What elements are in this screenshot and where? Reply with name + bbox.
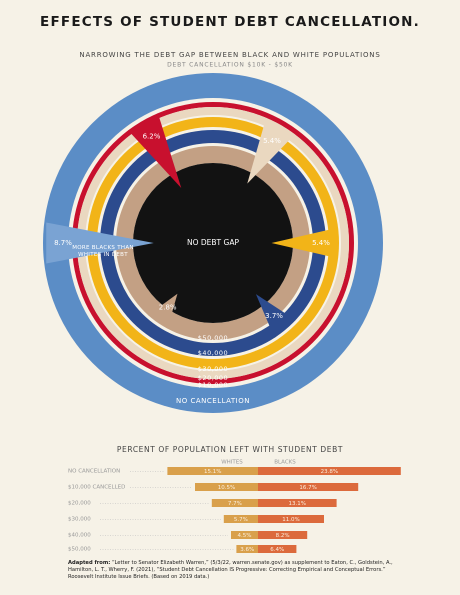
source-lead: Adapted from: <box>68 560 111 566</box>
bar-value-label: 6.4% <box>270 547 284 553</box>
row-label: NO CANCELLATION <box>68 469 120 475</box>
gap-wedge <box>247 117 295 184</box>
ring-label: NO CANCELLATION <box>176 397 250 405</box>
center-disc <box>133 163 293 323</box>
bar-value-label: 10.5% <box>218 485 235 491</box>
bar-value-label: 23.8% <box>321 469 338 475</box>
bar <box>258 545 297 553</box>
gap-wedge <box>128 113 182 189</box>
bar <box>211 499 258 507</box>
row-label: $50,000 <box>68 547 91 553</box>
bar <box>236 545 258 553</box>
source-text: “Letter to Senator Elizabeth Warren,” (5… <box>68 560 393 580</box>
ring-label: $10,000 <box>198 381 228 389</box>
ring-label: $50,000 <box>198 334 228 342</box>
wedge-label: 8.7% <box>54 239 72 247</box>
gap-wedge <box>271 227 339 259</box>
bar <box>258 531 308 539</box>
legend-label: WHITES <box>221 460 243 466</box>
bar <box>167 467 258 475</box>
bar <box>258 515 324 523</box>
ring-label: $20,000 <box>198 374 228 382</box>
wedge-label: 3.7% <box>265 312 283 320</box>
radial-title: NARROWING THE DEBT GAP BETWEEN BLACK AND… <box>79 51 380 59</box>
gap-wedge <box>255 294 296 338</box>
ring-label: $30,000 <box>198 365 228 373</box>
center-label: NO DEBT GAP <box>187 238 239 247</box>
bar <box>258 483 359 491</box>
annotation: MORE BLACKS THAN WHITES IN DEBT <box>72 245 134 258</box>
bar-value-label: 13.1% <box>289 501 306 507</box>
row-label: $10,000 CANCELLED <box>68 485 125 491</box>
wedge-label: 2.8% <box>159 304 177 312</box>
legend-label: BLACKS <box>274 460 296 466</box>
wedge-label: 6.2% <box>143 132 161 140</box>
bar-value-label: 4.5% <box>238 533 252 539</box>
bar-value-label: 15.1% <box>204 469 221 475</box>
bar-value-label: 7.7% <box>228 501 242 507</box>
radial-subtitle: DEBT CANCELLATION $10K - $50K <box>167 62 293 69</box>
gap-wedge <box>148 293 178 329</box>
wedge-label: 5.4% <box>263 137 281 145</box>
row-label: $40,000 <box>68 533 91 539</box>
page-title: EFFECTS OF STUDENT DEBT CANCELLATION. <box>40 14 420 30</box>
bar <box>231 531 258 539</box>
gap-wedge <box>46 222 154 264</box>
bar-value-label: 3.6% <box>240 547 254 553</box>
wedge-label: 5.4% <box>312 239 330 247</box>
bar <box>195 483 258 491</box>
ring-label: $40,000 <box>198 349 228 357</box>
bar-value-label: 16.7% <box>299 485 316 491</box>
bar-title: PERCENT OF POPULATION LEFT WITH STUDENT … <box>117 445 343 454</box>
bar <box>258 499 337 507</box>
bar-value-label: 5.7% <box>234 517 248 523</box>
source-note: Adapted from: “Letter to Senator Elizabe… <box>68 560 408 581</box>
bar-value-label: 11.0% <box>282 517 299 523</box>
bar <box>258 467 401 475</box>
bar <box>223 515 258 523</box>
row-label: $20,000 <box>68 501 91 507</box>
row-label: $30,000 <box>68 517 91 523</box>
annotation-box: MORE BLACKS THAN WHITES IN DEBT <box>72 245 134 258</box>
bar-value-label: 8.2% <box>276 533 290 539</box>
